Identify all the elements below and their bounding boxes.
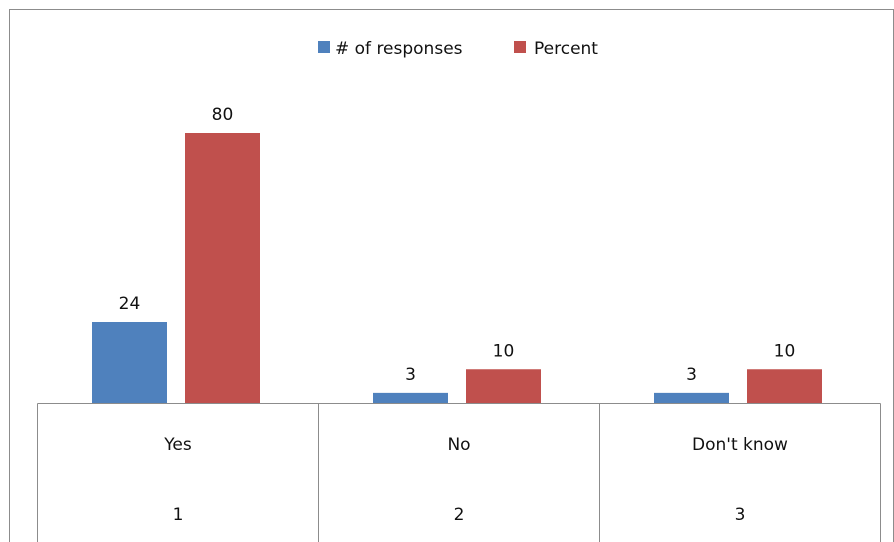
category-index-2: 2 [454, 505, 465, 525]
category-label-don-t-know: Don't know [692, 435, 788, 455]
data-label-percent-no: 10 [493, 341, 515, 361]
legend-label-percent: Percent [534, 39, 598, 59]
bar-percent-no [466, 369, 541, 403]
legend: # of responses Percent [318, 39, 598, 59]
category-table: Yes 1 No 2 Don't know 3 [37, 403, 881, 542]
bar-percent-yes [185, 133, 260, 403]
category-label-yes: Yes [163, 435, 192, 455]
bar-percent-don-t-know [747, 369, 822, 403]
data-label-of-responses-yes: 24 [119, 294, 141, 314]
chart-frame [9, 9, 894, 542]
legend-swatch-percent [514, 41, 526, 53]
data-label-percent-don-t-know: 10 [774, 341, 796, 361]
plot-area: 24 80 3 10 3 10 [92, 105, 822, 403]
data-label-of-responses-don-t-know: 3 [686, 365, 697, 385]
category-label-no: No [447, 435, 470, 455]
legend-swatch-responses [318, 41, 330, 53]
bar-of-responses-yes [92, 322, 167, 403]
category-index-3: 3 [735, 505, 746, 525]
bar-of-responses-no [373, 392, 448, 403]
category-index-1: 1 [173, 505, 184, 525]
data-label-of-responses-no: 3 [405, 365, 416, 385]
bar-of-responses-don-t-know [654, 392, 729, 403]
legend-label-responses: # of responses [335, 39, 463, 59]
data-label-percent-yes: 80 [212, 105, 234, 125]
